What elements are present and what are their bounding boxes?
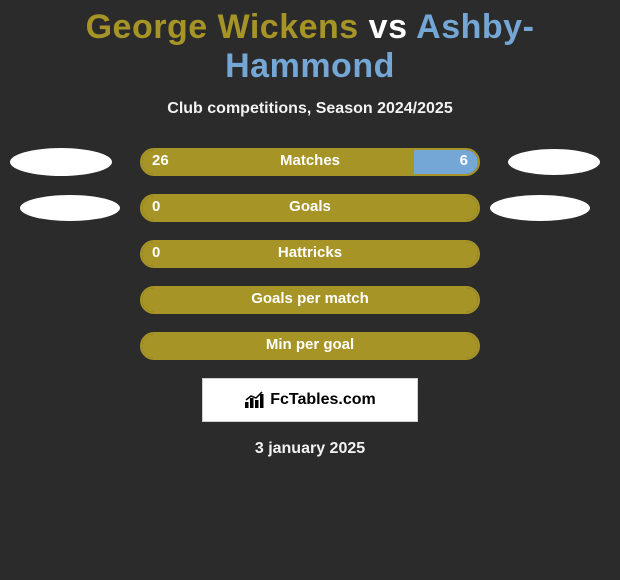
bar-segment-player-a: [142, 242, 478, 266]
subtitle: Club competitions, Season 2024/2025: [0, 100, 620, 118]
player-a-chip: [10, 148, 112, 176]
bar-segment-player-a: [142, 288, 478, 312]
bar-track: [140, 148, 480, 176]
bar-track: [140, 286, 480, 314]
brand: FcTables.com: [244, 391, 376, 409]
bar-segment-player-a: [142, 196, 478, 220]
bar-segment-player-b: [414, 150, 478, 174]
stat-row-hattricks: Hattricks0: [140, 240, 480, 268]
stat-row-min_per_goal: Min per goal: [140, 332, 480, 360]
stat-row-goals_per_match: Goals per match: [140, 286, 480, 314]
page-title: George Wickens vs Ashby-Hammond: [0, 0, 620, 92]
brand-text: FcTables.com: [270, 391, 376, 409]
player-a-chip: [20, 195, 120, 221]
brand-box: FcTables.com: [202, 378, 418, 422]
player-b-chip: [508, 149, 600, 175]
stats-container: Matches266 Goals0 Hattricks0 Goals per matc…: [0, 148, 620, 360]
bar-track: [140, 194, 480, 222]
bar-track: [140, 240, 480, 268]
bar-track: [140, 332, 480, 360]
bar-segment-player-a: [142, 334, 478, 358]
stat-row-matches: Matches266: [140, 148, 480, 176]
player-b-chip: [490, 195, 590, 221]
title-vs: vs: [359, 8, 416, 46]
stat-row-goals: Goals0: [140, 194, 480, 222]
brand-chart-icon: [244, 391, 266, 409]
bar-segment-player-a: [142, 150, 414, 174]
date: 3 january 2025: [0, 440, 620, 458]
title-player-a: George Wickens: [86, 8, 359, 46]
